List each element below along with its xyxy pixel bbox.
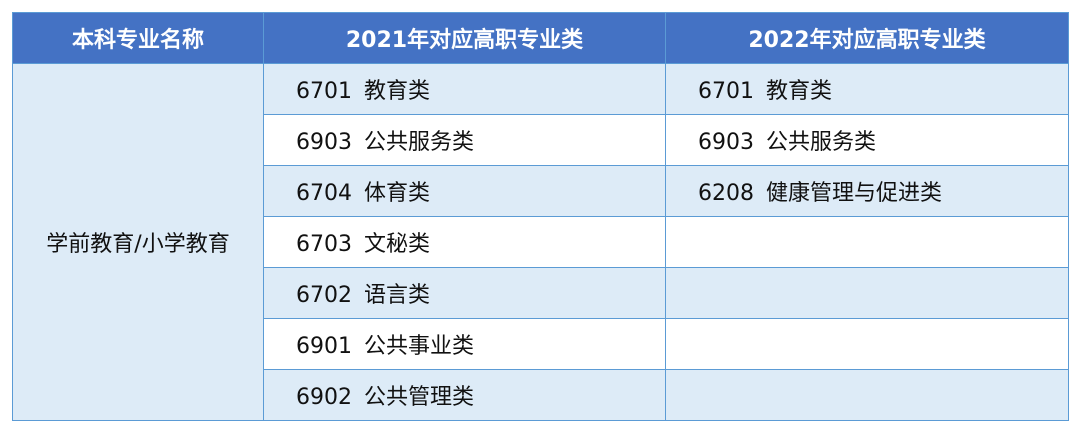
category-name: 公共事业类 xyxy=(364,334,475,359)
table-row: 6901 公共事业类 xyxy=(13,318,1069,370)
category-name: 教育类 xyxy=(766,79,833,104)
category-code: 6704 xyxy=(296,181,352,206)
category-code: 6901 xyxy=(296,334,352,359)
table-row: 学前教育/小学教育 6701 教育类 6701 教育类 xyxy=(12,63,1069,421)
category-name: 公共服务类 xyxy=(766,130,877,155)
category-code: 6903 xyxy=(296,130,352,155)
category-name: 公共服务类 xyxy=(364,130,475,155)
cell-y2022: 6701 教育类 xyxy=(665,63,1069,115)
cell-y2022: 6903 公共服务类 xyxy=(665,114,1069,166)
table-row: 6903 公共服务类 6903 公共服务类 xyxy=(13,114,1069,166)
header-undergrad-major: 本科专业名称 xyxy=(12,12,264,64)
header-row: 本科专业名称 2021年对应高职专业类 2022年对应高职专业类 xyxy=(12,12,1069,64)
category-name: 公共管理类 xyxy=(364,385,475,410)
table-row: 6704 体育类 6208 健康管理与促进类 xyxy=(13,165,1069,217)
category-name: 健康管理与促进类 xyxy=(766,181,943,206)
cell-y2021: 6901 公共事业类 xyxy=(263,318,666,370)
category-name: 教育类 xyxy=(364,79,431,104)
cell-y2021: 6703 文秘类 xyxy=(263,216,666,268)
header-2021: 2021年对应高职专业类 xyxy=(263,12,666,64)
category-name: 文秘类 xyxy=(364,232,431,257)
major-mapping-table: 本科专业名称 2021年对应高职专业类 2022年对应高职专业类 学前教育/小学… xyxy=(12,12,1069,421)
cell-y2021: 6704 体育类 xyxy=(263,165,666,217)
cell-y2021: 6902 公共管理类 xyxy=(263,369,666,421)
cell-y2022 xyxy=(665,267,1069,319)
table-row: 6902 公共管理类 xyxy=(13,369,1069,421)
table-row: 6703 文秘类 xyxy=(13,216,1069,268)
category-code: 6702 xyxy=(296,283,352,308)
category-code: 6208 xyxy=(698,181,754,206)
category-code: 6701 xyxy=(698,79,754,104)
undergrad-major-cell: 学前教育/小学教育 xyxy=(12,63,264,421)
header-2022: 2022年对应高职专业类 xyxy=(665,12,1069,64)
category-code: 6701 xyxy=(296,79,352,104)
cell-y2021: 6903 公共服务类 xyxy=(263,114,666,166)
category-code: 6703 xyxy=(296,232,352,257)
cell-y2021: 6701 教育类 xyxy=(263,63,666,115)
cell-y2022 xyxy=(665,318,1069,370)
cell-y2022 xyxy=(665,216,1069,268)
cell-y2022: 6208 健康管理与促进类 xyxy=(665,165,1069,217)
category-name: 语言类 xyxy=(364,283,431,308)
table-row: 6702 语言类 xyxy=(13,267,1069,319)
category-code: 6903 xyxy=(698,130,754,155)
cell-y2022 xyxy=(665,369,1069,421)
category-code: 6902 xyxy=(296,385,352,410)
cell-y2021: 6702 语言类 xyxy=(263,267,666,319)
category-name: 体育类 xyxy=(364,181,431,206)
